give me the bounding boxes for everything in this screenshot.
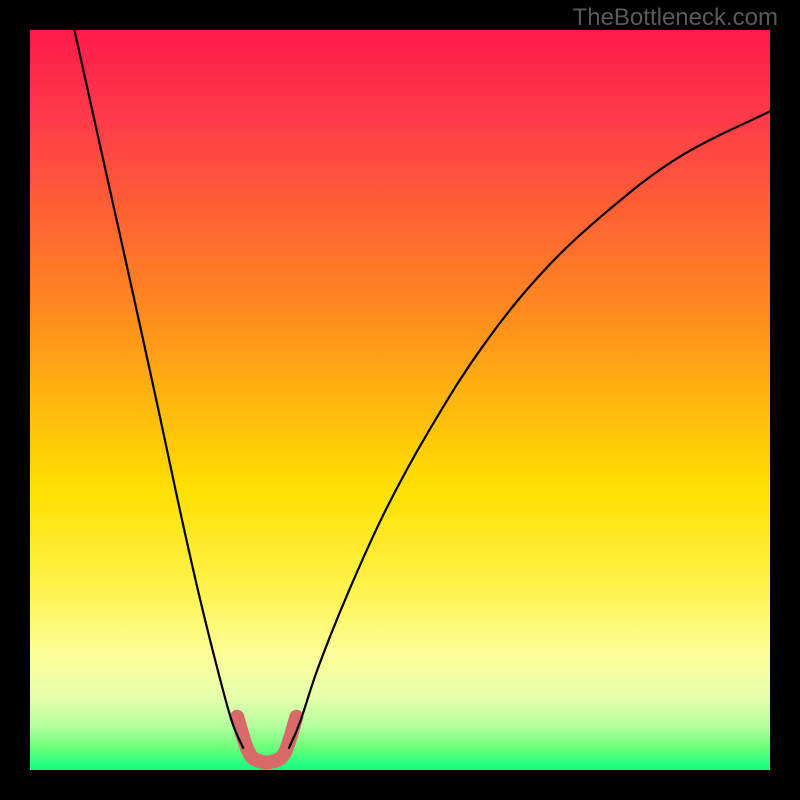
chart-outer: TheBottleneck.com	[0, 0, 800, 800]
plot-background	[30, 30, 770, 770]
plot-svg	[0, 0, 800, 800]
watermark-text: TheBottleneck.com	[573, 4, 778, 32]
